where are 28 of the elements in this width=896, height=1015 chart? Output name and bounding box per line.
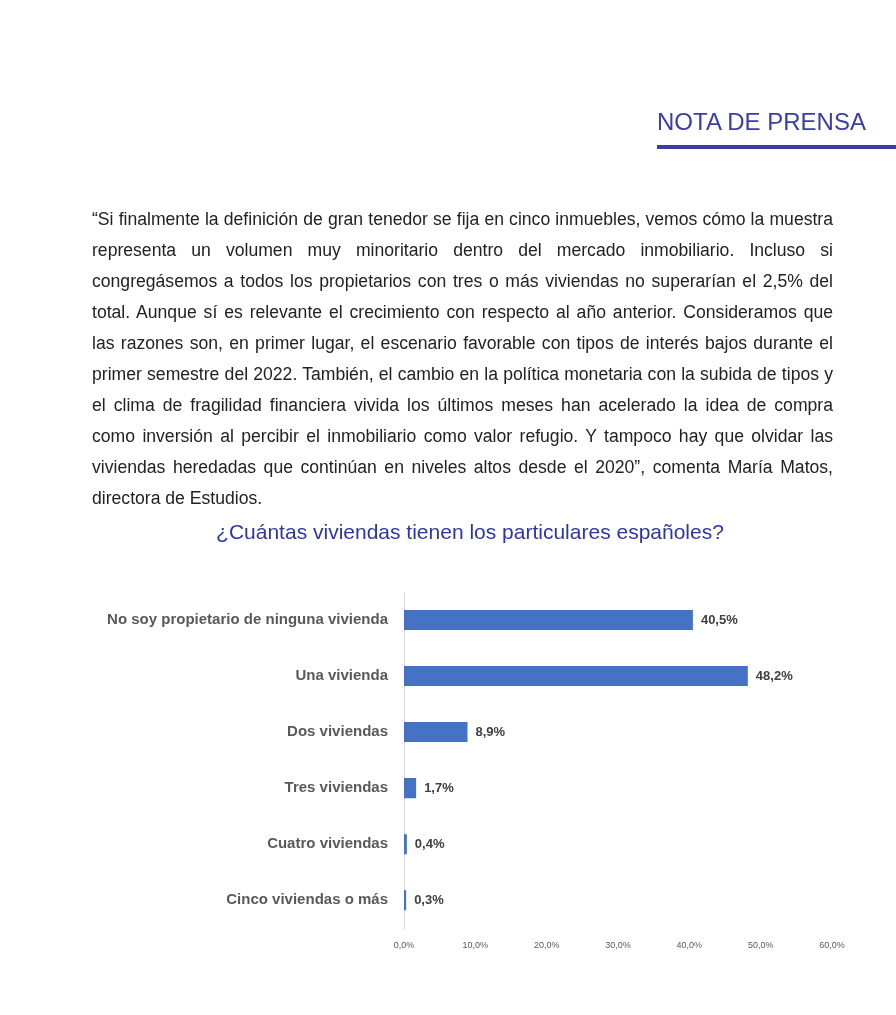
data-label: 1,7%: [424, 779, 455, 795]
x-tick-label: 10,0%: [462, 940, 489, 951]
x-tick-label: 0,0%: [393, 940, 415, 951]
bar: [404, 666, 748, 687]
data-label: 8,9%: [475, 723, 506, 739]
bar: [404, 834, 407, 855]
data-label: 0,4%: [414, 835, 445, 851]
x-tick-label: 30,0%: [605, 940, 631, 951]
bar: [404, 722, 468, 743]
text: “Si finalmente la definición de gran tenedor se fija en cinco inmuebles, vemos cómo la muestra representa un volumen muy minoritario dentro del mercado inmobiliario. Incluso si congregásemos a todos los propietarios con tres o más viviendas no superarían el 2,5% del total. Aunque sí es relevante el crecimiento con respecto al año anterior. Consideramos que las razones son, en primer lugar, el escenario favorable con tipos de interés bajos durante el primer semestre del 2022. También, el cambio en la política monetaria con la subida de tipos y el clima de fragilidad financiera vivida los últimos meses han acelerado la idea de compra como inversión al percibir el inmobiliario como valor refugio. Y tampoco hay que olvidar las viviendas heredadas que continúan en niveles altos desde el 2020”, comenta María Matos, directora de Estudios.: [92, 209, 833, 508]
x-tick-label: 50,0%: [747, 940, 774, 951]
data-label: 48,2%: [755, 667, 794, 683]
chart-title: ¿Cuántas viviendas tienen los particulares españoles?: [215, 520, 725, 544]
y-tick-label: Una vivienda: [295, 666, 389, 684]
x-tick-label: 40,0%: [676, 940, 703, 951]
x-tick-label: 60,0%: [819, 940, 845, 951]
bar: [404, 778, 417, 799]
data-label: 0,3%: [414, 891, 445, 907]
y-tick-label: Cinco viviendas o más: [226, 890, 388, 908]
bar: [404, 890, 407, 911]
y-tick-label: Dos viviendas: [287, 722, 388, 740]
text: NOTA DE PRENSA: [657, 108, 867, 136]
data-label: 40,5%: [700, 611, 739, 627]
y-tick-label: No soy propietario de ninguna vivienda: [107, 610, 389, 628]
x-tick-label: 20,0%: [533, 940, 560, 951]
y-tick-label: Tres viviendas: [284, 778, 388, 796]
bar: [404, 610, 693, 631]
y-tick-label: Cuatro viviendas: [267, 834, 388, 852]
